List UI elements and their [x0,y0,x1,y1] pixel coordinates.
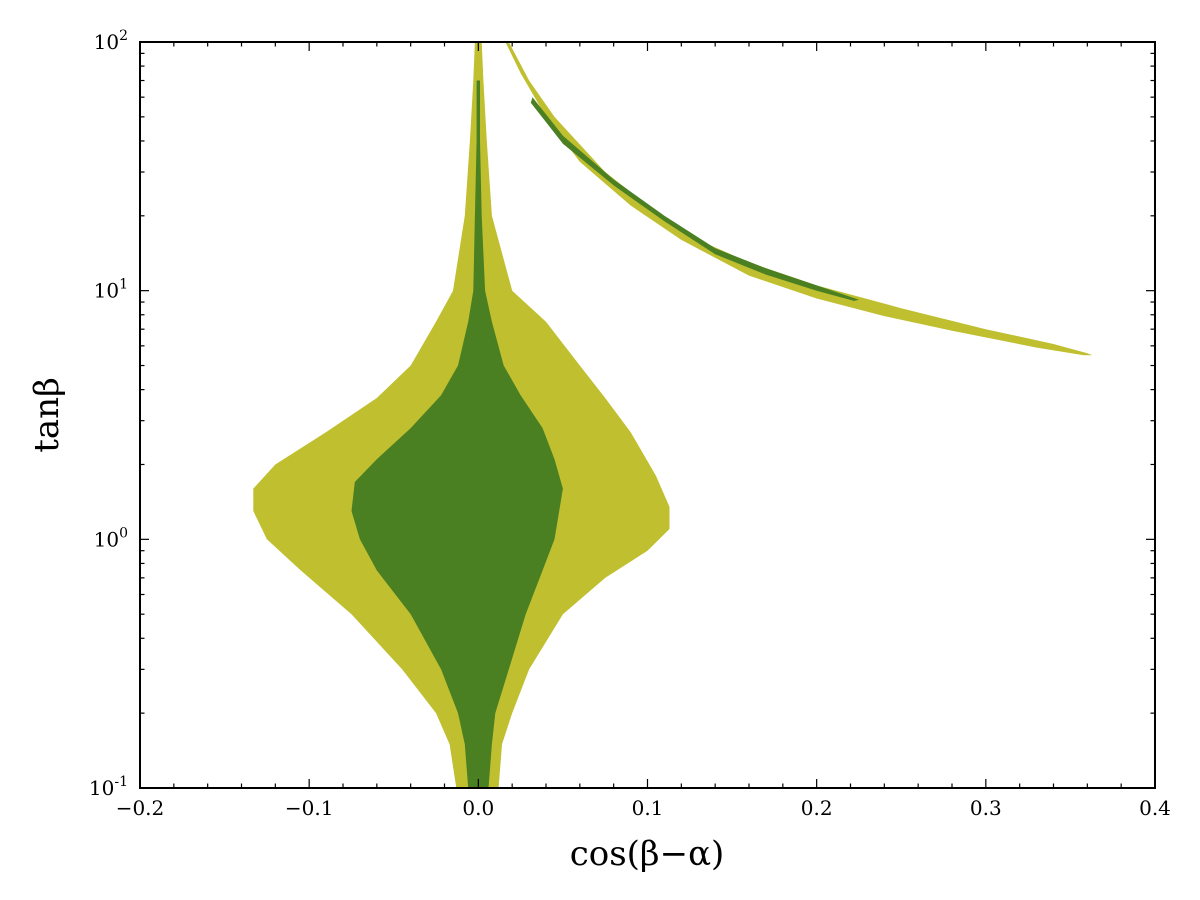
region-outer-2 [505,42,1093,356]
x-tick-label: 0.2 [801,796,833,820]
y-tick-label: 101 [94,277,128,303]
confidence-regions [253,42,1093,788]
x-tick-label: 0.4 [1139,796,1171,820]
x-axis-title: cos(β−α) [570,834,725,874]
region-inner-3 [530,97,859,301]
plot-frame [139,41,1156,789]
y-tick-label: 102 [94,28,128,54]
axis-ticks [139,41,1156,789]
x-tick-label: −0.1 [285,796,334,820]
x-tick-label: −0.2 [116,796,165,820]
x-tick-label: 0.1 [632,796,664,820]
x-tick-label: 0.3 [970,796,1002,820]
x-tick-labels: −0.2 −0.1 0.0 0.1 0.2 0.3 0.4 [116,796,1171,820]
y-tick-label: 100 [94,525,128,551]
y-axis-title: tanβ [27,377,67,453]
y-tick-label: 10-1 [89,774,128,800]
region-inner-1 [351,80,563,788]
x-tick-label: 0.0 [462,796,494,820]
y-tick-labels: 10-1 100 101 102 [89,28,128,800]
